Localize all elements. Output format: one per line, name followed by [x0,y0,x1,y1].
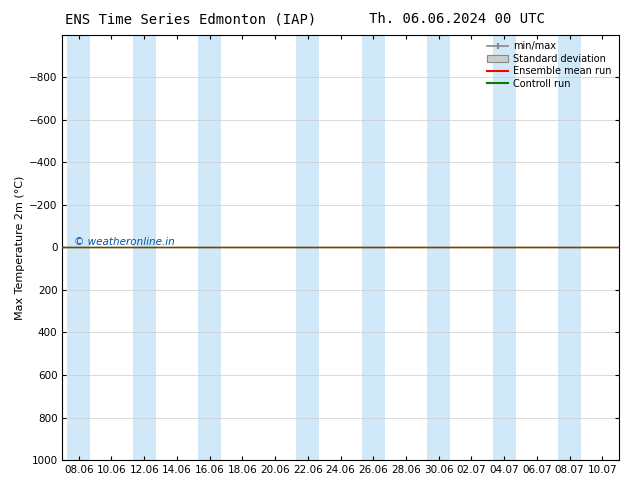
Text: © weatheronline.in: © weatheronline.in [74,237,174,247]
Legend: min/max, Standard deviation, Ensemble mean run, Controll run: min/max, Standard deviation, Ensemble me… [485,40,614,91]
Bar [296,35,320,460]
Bar [558,35,581,460]
Text: ENS Time Series Edmonton (IAP): ENS Time Series Edmonton (IAP) [65,12,316,26]
Y-axis label: Max Temperature 2m (°C): Max Temperature 2m (°C) [15,175,25,319]
Bar [427,35,450,460]
Bar [362,35,385,460]
Bar [133,35,156,460]
Bar [67,35,90,460]
Bar [493,35,515,460]
Text: Th. 06.06.2024 00 UTC: Th. 06.06.2024 00 UTC [368,12,545,26]
Bar [198,35,221,460]
